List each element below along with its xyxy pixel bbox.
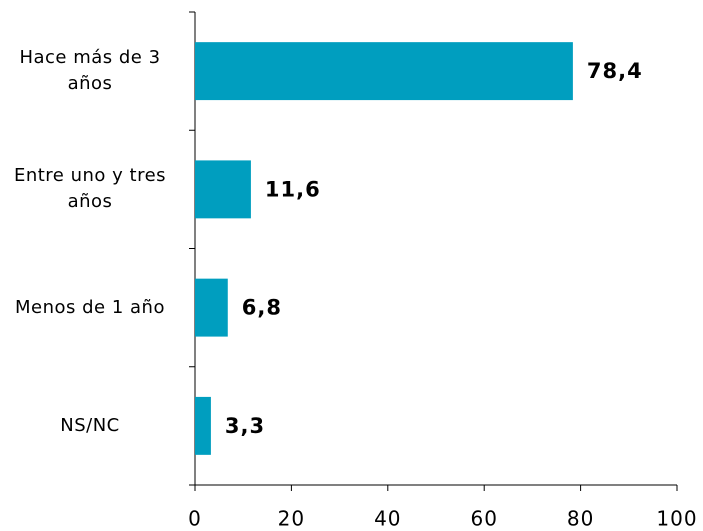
value-label: 11,6 — [265, 177, 321, 201]
x-tick-label: 100 — [656, 507, 697, 531]
y-tick-label: Entre uno y tres años — [13, 165, 167, 213]
bar — [195, 42, 573, 101]
x-tick-label: 0 — [188, 507, 202, 531]
x-tick-label: 80 — [567, 507, 594, 531]
x-tick-label: 60 — [470, 507, 497, 531]
bar — [195, 278, 228, 337]
y-tick-label: Hace más de 3 años — [19, 47, 161, 95]
value-label: 6,8 — [242, 296, 282, 320]
x-tick-label: 20 — [278, 507, 305, 531]
bar — [195, 396, 211, 455]
bar — [195, 160, 251, 219]
value-label: 3,3 — [225, 414, 265, 438]
y-tick-label: NS/NC — [60, 414, 120, 436]
value-label: 78,4 — [587, 59, 643, 83]
y-tick-label: Menos de 1 año — [15, 296, 165, 318]
x-tick-label: 40 — [374, 507, 401, 531]
